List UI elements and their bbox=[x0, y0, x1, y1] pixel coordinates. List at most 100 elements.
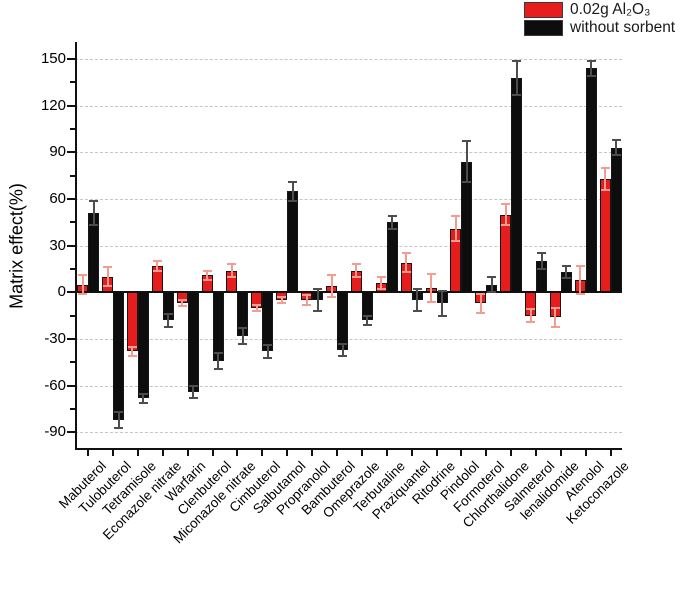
x-tick-Bambuterol bbox=[336, 450, 338, 456]
y-tick--60 bbox=[67, 384, 75, 387]
error-cap bbox=[277, 296, 287, 299]
error-bar-Miconazole nitrate bbox=[230, 264, 233, 277]
error-bar-Ketoconazole bbox=[615, 139, 618, 156]
error-bar-Miconazole nitrate bbox=[241, 328, 244, 344]
error-cap bbox=[327, 274, 336, 277]
error-cap bbox=[437, 289, 447, 292]
x-tick-Salmeterol bbox=[535, 450, 538, 456]
error-cap bbox=[611, 138, 621, 141]
y-tick-label-60: 60 bbox=[49, 190, 66, 207]
error-bar-Chlorthalidone bbox=[504, 203, 507, 226]
x-tick-Salbutamol bbox=[286, 450, 289, 456]
error-bar-Praziquantel bbox=[405, 253, 408, 273]
y-tick-label-90: 90 bbox=[49, 143, 66, 161]
error-cap bbox=[138, 401, 148, 404]
error-cap bbox=[351, 275, 361, 278]
error-cap bbox=[401, 252, 411, 255]
error-cap bbox=[177, 305, 187, 308]
error-bar-Salbutamol bbox=[291, 181, 294, 201]
error-cap bbox=[351, 263, 361, 266]
legend-item-without-sorbent: without sorbent bbox=[524, 19, 675, 36]
error-cap bbox=[476, 292, 486, 295]
x-tick-Formoterol bbox=[485, 450, 488, 456]
error-cap bbox=[376, 288, 386, 291]
error-cap bbox=[550, 306, 560, 309]
error-cap bbox=[600, 188, 610, 191]
error-bar-Terbutaline bbox=[380, 276, 383, 290]
error-bar-lenalidomide bbox=[565, 265, 568, 279]
error-cap bbox=[213, 352, 223, 355]
error-cap bbox=[263, 344, 273, 347]
error-cap bbox=[586, 75, 596, 78]
y-tick-label-0: 0 bbox=[57, 283, 66, 301]
gridline--30 bbox=[75, 339, 622, 341]
legend-swatch-black bbox=[524, 19, 563, 36]
error-cap bbox=[138, 392, 148, 395]
error-bar-Bambuterol bbox=[341, 343, 344, 357]
error-cap bbox=[302, 303, 312, 306]
error-cap bbox=[188, 397, 198, 400]
error-bar-Salbutamol bbox=[280, 297, 283, 304]
y-minor-tick bbox=[70, 408, 75, 411]
error-bar-Clenbuterol bbox=[217, 353, 220, 369]
x-tick-Clenbuterol bbox=[211, 450, 214, 456]
error-cap bbox=[451, 240, 461, 243]
error-cap bbox=[127, 345, 137, 348]
error-cap bbox=[561, 264, 571, 267]
error-bar-Econazole nitrate bbox=[167, 314, 170, 327]
error-cap bbox=[600, 166, 610, 169]
error-bar-Cimbuterol bbox=[266, 345, 269, 358]
x-tick-Pindolol bbox=[460, 450, 463, 456]
error-bar-Salmeterol bbox=[529, 309, 532, 322]
error-bar-Omeprazole bbox=[366, 315, 369, 326]
error-bar-Pindolol bbox=[465, 141, 468, 182]
error-cap bbox=[127, 355, 137, 358]
error-bar-Omeprazole bbox=[355, 264, 358, 277]
legend: 0.02g Al₂O₃ without sorbent bbox=[524, 1, 675, 37]
error-cap bbox=[426, 272, 436, 275]
error-cap bbox=[512, 59, 522, 62]
error-cap bbox=[302, 294, 312, 297]
x-tick-Omeprazole bbox=[360, 450, 363, 456]
error-cap bbox=[387, 227, 397, 230]
error-cap bbox=[188, 384, 198, 387]
y-minor-tick bbox=[70, 81, 75, 84]
error-cap bbox=[575, 292, 585, 295]
x-tick-Miconazole nitrate bbox=[236, 450, 239, 456]
error-cap bbox=[401, 271, 411, 274]
x-tick-Terbutaline bbox=[385, 450, 388, 456]
y-tick-90 bbox=[67, 151, 75, 154]
error-cap bbox=[586, 59, 596, 62]
error-cap bbox=[451, 215, 461, 218]
error-bar-Atenolol bbox=[579, 265, 582, 294]
error-cap bbox=[501, 224, 511, 227]
error-cap bbox=[238, 327, 248, 330]
error-cap bbox=[78, 274, 88, 277]
error-cap bbox=[487, 291, 497, 294]
error-cap bbox=[611, 154, 621, 157]
error-bar-Cimbuterol bbox=[255, 304, 258, 312]
error-bar-Terbutaline bbox=[391, 216, 394, 229]
y-tick-label--30: -30 bbox=[44, 330, 66, 348]
error-bar-Formoterol bbox=[479, 293, 482, 313]
error-cap bbox=[163, 313, 173, 316]
zero-line bbox=[75, 291, 622, 294]
error-cap bbox=[575, 264, 585, 267]
error-bar-lenalidomide bbox=[554, 307, 557, 327]
y-tick-150 bbox=[67, 57, 75, 60]
error-bar-Ketoconazole bbox=[604, 167, 607, 190]
x-tick-Cimbuterol bbox=[261, 450, 264, 456]
error-bar-Propranolol bbox=[316, 289, 319, 312]
y-axis-line bbox=[75, 42, 77, 450]
error-bar-Warfarin bbox=[192, 385, 195, 399]
error-cap bbox=[103, 285, 113, 288]
error-cap bbox=[263, 356, 273, 359]
error-cap bbox=[277, 302, 287, 305]
x-tick-Tetramisole bbox=[136, 450, 139, 456]
plot-area bbox=[67, 42, 622, 456]
error-bar-Mabuterol bbox=[81, 275, 84, 294]
error-cap bbox=[362, 314, 372, 317]
x-tick-Ketoconazole bbox=[609, 450, 612, 456]
error-bar-Praziquantel bbox=[416, 289, 419, 312]
error-cap bbox=[362, 324, 372, 327]
